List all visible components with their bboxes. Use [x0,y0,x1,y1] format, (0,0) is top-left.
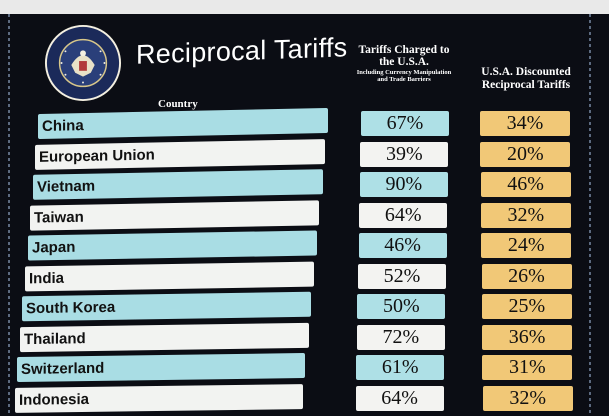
country-cell: Japan [27,230,317,261]
charged-cell: 67% [361,111,449,136]
right-star-border [589,14,595,416]
table-row: South Korea 50% 25% [0,291,609,322]
table-row: Switzerland 61% 31% [0,352,609,383]
table-row: Japan 46% 24% [0,230,609,261]
presidential-seal-icon [44,24,122,102]
country-cell: Switzerland [17,352,306,383]
charged-header-sub: Including Currency Manipulation and Trad… [356,69,452,83]
discounted-cell: 31% [482,355,573,380]
country-cell: Thailand [19,322,309,352]
charged-cell: 46% [358,233,447,258]
charged-cell: 50% [357,294,446,319]
discounted-cell: 32% [480,202,571,228]
discounted-cell: 25% [481,294,572,319]
tariff-board: Reciprocal Tariffs Country Tariffs Charg… [0,14,609,416]
charged-cell: 52% [358,263,446,289]
discounted-cell: 46% [480,172,571,197]
discount-header: U.S.A. Discounted Reciprocal Tariffs [481,66,571,91]
country-header: Country [158,98,198,110]
table-row: Taiwan 64% 32% [0,199,609,231]
country-cell: Taiwan [30,199,320,231]
charged-cell: 72% [356,324,445,350]
discounted-cell: 34% [480,111,570,136]
country-cell: South Korea [22,291,312,322]
charged-cell: 39% [360,141,449,167]
table-row: India 52% 26% [0,261,609,291]
discounted-cell: 32% [482,385,573,411]
country-cell: India [25,261,314,291]
table-row: European Union 39% 20% [0,138,609,170]
charged-cell: 61% [356,355,445,380]
discounted-cell: 24% [481,233,572,258]
charged-cell: 64% [355,385,444,411]
charged-cell: 64% [359,202,448,228]
charged-cell: 90% [359,172,448,197]
country-cell: Indonesia [14,383,303,413]
discounted-cell: 36% [482,324,573,350]
country-cell: Vietnam [32,169,323,200]
discounted-cell: 20% [480,141,571,167]
charged-header: Tariffs Charged to the U.S.A. Including … [352,44,456,83]
board-title: Reciprocal Tariffs [136,32,348,70]
charged-header-main: Tariffs Charged to the U.S.A. [358,44,450,68]
table-row: Indonesia 64% 32% [0,383,609,413]
table-row: Thailand 72% 36% [0,322,609,352]
table-row: Vietnam 90% 46% [0,169,609,200]
discounted-cell: 26% [481,263,572,289]
country-cell: China [38,107,328,140]
left-star-border [8,14,14,416]
country-cell: European Union [35,138,326,170]
table-row: China 67% 34% [0,107,609,140]
